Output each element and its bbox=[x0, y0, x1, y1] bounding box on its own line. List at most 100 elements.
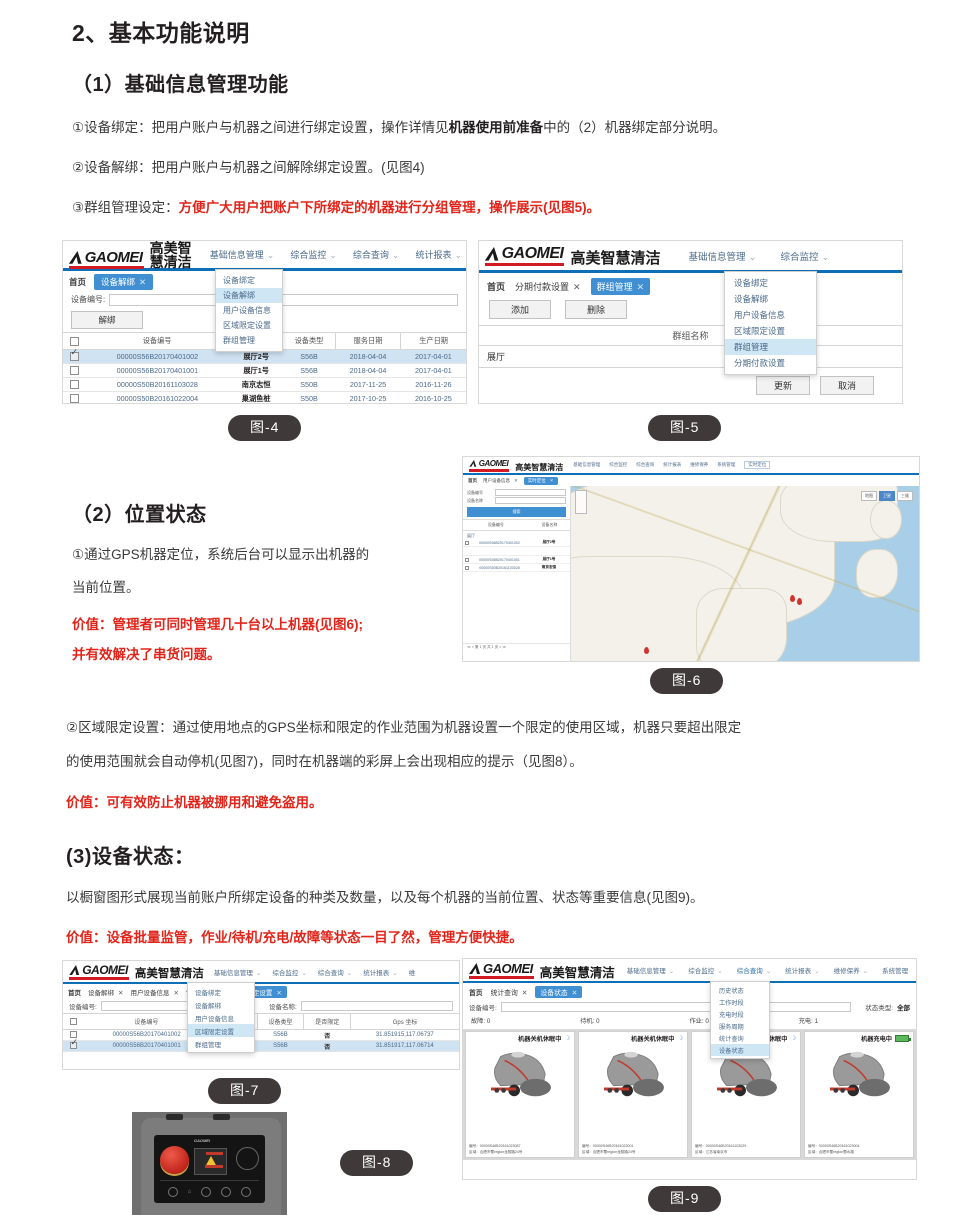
fig6-tabbar[interactable]: 首页 用户设备信息 ✕ 实时定位 ✕ bbox=[463, 475, 919, 486]
device-name-input[interactable] bbox=[495, 497, 566, 504]
pager-first-icon[interactable]: ≪ bbox=[467, 645, 471, 649]
menu-item-4[interactable]: 群组管理 bbox=[223, 336, 255, 345]
checkbox-icon[interactable] bbox=[69, 336, 79, 346]
nav-item-2[interactable]: 综合查询 ⌄ bbox=[353, 248, 400, 261]
cancel-button[interactable]: 取消 bbox=[820, 376, 874, 395]
checkbox-icon[interactable] bbox=[69, 394, 79, 403]
close-icon[interactable]: ✕ bbox=[118, 990, 124, 997]
tab-home[interactable]: 首页 bbox=[69, 277, 87, 287]
menu-item-2[interactable]: 用户设备信息 bbox=[223, 306, 271, 315]
tab-home[interactable]: 首页 bbox=[68, 990, 81, 997]
nav-item-0[interactable]: 基础信息管理 ⌄ bbox=[689, 249, 757, 263]
map-pin[interactable] bbox=[644, 647, 650, 654]
tab-device-status[interactable]: 设备状态 ✕ bbox=[535, 985, 583, 998]
map-type-controls[interactable]: 地图 卫星 三维 bbox=[861, 491, 913, 501]
horn-icon[interactable]: ⌂ bbox=[187, 1189, 192, 1196]
checkbox-icon[interactable] bbox=[69, 1038, 78, 1050]
menu-item-3[interactable]: 区域限定设置 bbox=[223, 321, 271, 330]
close-icon[interactable]: ✕ bbox=[571, 989, 578, 997]
select-all-cell[interactable] bbox=[63, 332, 85, 350]
tab-device-unbind[interactable]: 设备解绑 ✕ bbox=[88, 987, 123, 997]
nav-item-2[interactable]: 综合查询 ⌄ bbox=[737, 965, 771, 975]
sidebar-name-row[interactable]: 设备名称 bbox=[463, 497, 570, 506]
nav-item-3[interactable]: 统计报表 bbox=[663, 462, 682, 467]
nav-item-3[interactable]: 统计报表 ⌄ bbox=[785, 965, 819, 975]
checkbox-icon[interactable] bbox=[69, 380, 79, 390]
menu-item-0[interactable]: 设备绑定 bbox=[195, 989, 221, 997]
tab-group-management[interactable]: 群组管理 ✕ bbox=[590, 277, 651, 295]
tab-user-device-info[interactable]: 用户设备信息 ✕ bbox=[483, 478, 518, 484]
fig9-search-row[interactable]: 设备编号: 状态类型: 全部 bbox=[463, 999, 916, 1014]
menu-item-1[interactable]: 工作时段 bbox=[719, 999, 744, 1007]
device-card[interactable]: 机器关机休眠中 ☽ 编号：00000 bbox=[691, 1031, 801, 1158]
list-item[interactable]: 00000S50B20161103028 南京志恒 bbox=[463, 564, 570, 572]
fig4-dropdown-menu[interactable]: 设备绑定 设备解绑 用户设备信息 区域限定设置 群组管理 bbox=[215, 269, 283, 352]
close-icon[interactable]: ✕ bbox=[276, 990, 282, 997]
row-checkbox-cell[interactable] bbox=[63, 391, 85, 403]
list-item[interactable]: 00000S56B20170401002 展厅2号 bbox=[463, 539, 570, 547]
tab-user-device-info[interactable]: 用户设备信息 ✕ bbox=[130, 987, 178, 997]
menu-item-3[interactable]: 区域限定设置 bbox=[734, 326, 786, 336]
nav-item-4[interactable]: 维修保养 ⌄ bbox=[834, 965, 868, 975]
menu-item-2[interactable]: 充电时段 bbox=[719, 1011, 744, 1019]
fig7-tabbar[interactable]: 首页 设备解绑✕ 用户设备信息✕ 设备绑定✕ 区域限定设置✕ bbox=[63, 985, 459, 999]
row-checkbox-cell[interactable] bbox=[63, 348, 85, 364]
checkbox-icon[interactable] bbox=[69, 1017, 77, 1025]
zoom-control[interactable] bbox=[575, 490, 587, 514]
panel-button-row[interactable]: ⌂ bbox=[163, 1187, 257, 1198]
nav-item-4[interactable]: 维 bbox=[408, 969, 416, 977]
nav-item-2[interactable]: 综合查询 bbox=[636, 462, 655, 467]
checkbox-icon[interactable] bbox=[465, 540, 469, 545]
water-button-icon[interactable] bbox=[241, 1187, 252, 1198]
nav-item-0[interactable]: 基础信息管理 ⌄ bbox=[214, 967, 261, 977]
checkbox-icon[interactable] bbox=[465, 565, 469, 570]
nav-item-1[interactable]: 综合监控 ⌄ bbox=[688, 965, 722, 975]
close-icon[interactable]: ✕ bbox=[139, 277, 147, 287]
add-button[interactable]: 添加 bbox=[489, 300, 551, 319]
list-item[interactable]: 00000S56B20170401001 展厅1号 bbox=[463, 556, 570, 564]
menu-item-5[interactable]: 设备状态 bbox=[711, 1044, 769, 1056]
nav-item-5[interactable]: 系统管理 bbox=[717, 462, 736, 467]
menu-item-2[interactable]: 用户设备信息 bbox=[195, 1015, 234, 1023]
menu-item-1[interactable]: 设备解绑 bbox=[195, 1002, 221, 1010]
menu-item-1[interactable]: 设备解绑 bbox=[734, 294, 769, 304]
table-row[interactable]: 00000S56B20170401002 展厅2号 S56B 2018-04-0… bbox=[63, 348, 466, 364]
tab-home[interactable]: 首页 bbox=[469, 989, 483, 997]
tab-installment[interactable]: 分期付款设置 ✕ bbox=[515, 280, 581, 293]
nav-item-1[interactable]: 综合监控 ⌄ bbox=[780, 249, 829, 263]
menu-item-4[interactable]: 群组管理 bbox=[725, 339, 816, 355]
map-type-satellite[interactable]: 卫星 bbox=[879, 491, 895, 501]
unbind-button[interactable]: 解绑 bbox=[71, 311, 143, 329]
row-checkbox-cell[interactable] bbox=[63, 363, 85, 378]
table-row[interactable]: 00000S56B20170401002 展厅2号 S56B 否 31.8519… bbox=[63, 1029, 459, 1041]
nav-item-3[interactable]: 统计报表 ⌄ bbox=[415, 248, 462, 261]
map-type-3d[interactable]: 三维 bbox=[897, 491, 913, 501]
pager[interactable]: ≪ < 第 1 页 共 1 页 > ≫ bbox=[463, 643, 570, 651]
fig5-group-row[interactable]: 展厅 bbox=[479, 346, 902, 368]
tab-home[interactable]: 首页 bbox=[468, 477, 477, 483]
nav-item-2[interactable]: 综合查询 ⌄ bbox=[318, 967, 352, 977]
device-card[interactable]: 机器关机休眠中 ☽ 编号：00000 bbox=[465, 1031, 575, 1158]
device-code-input[interactable] bbox=[495, 489, 566, 496]
tab-statistics-query[interactable]: 统计查询 ✕ bbox=[491, 987, 528, 997]
sidebar-code-row[interactable]: 设备编号 bbox=[463, 486, 570, 497]
device-card[interactable]: 机器充电中 编号：00000S46 bbox=[804, 1031, 914, 1158]
table-row[interactable]: 00000S56B20170401001 展厅1号 S56B 2018-04-0… bbox=[63, 363, 466, 378]
fig9-dropdown-menu[interactable]: 历史状态 工作时段 充电时段 服务周期 统计查询 设备状态 bbox=[710, 981, 770, 1059]
device-code-input[interactable] bbox=[500, 1001, 852, 1012]
power-button-icon[interactable] bbox=[221, 1187, 232, 1198]
plus-button-icon[interactable] bbox=[201, 1187, 212, 1198]
update-button[interactable]: 更新 bbox=[756, 376, 810, 395]
nav-item-4[interactable]: 维修保养 bbox=[690, 462, 709, 467]
tab-realtime-location[interactable]: 实时定位 ✕ bbox=[523, 476, 558, 485]
nav-item-0[interactable]: 基础信息管理 ⌄ bbox=[210, 248, 275, 261]
device-card[interactable]: 机器关机休眠中 ☽ 编号：00000 bbox=[578, 1031, 688, 1158]
fig6-map-canvas[interactable]: 地图 卫星 三维 bbox=[571, 486, 919, 661]
fig7-nav[interactable]: 基础信息管理 ⌄ 综合监控 ⌄ 综合查询 ⌄ 统计报表 ⌄ 维 bbox=[214, 967, 415, 977]
close-icon[interactable]: ✕ bbox=[514, 477, 518, 483]
fig4-nav[interactable]: 基础信息管理 ⌄ 综合监控 ⌄ 综合查询 ⌄ 统计报表 ⌄ bbox=[210, 248, 462, 261]
menu-item-3[interactable]: 区域限定设置 bbox=[188, 1024, 254, 1037]
select-all-cell[interactable] bbox=[63, 1013, 83, 1030]
map-pin[interactable] bbox=[797, 598, 803, 605]
close-icon[interactable]: ✕ bbox=[573, 281, 581, 292]
